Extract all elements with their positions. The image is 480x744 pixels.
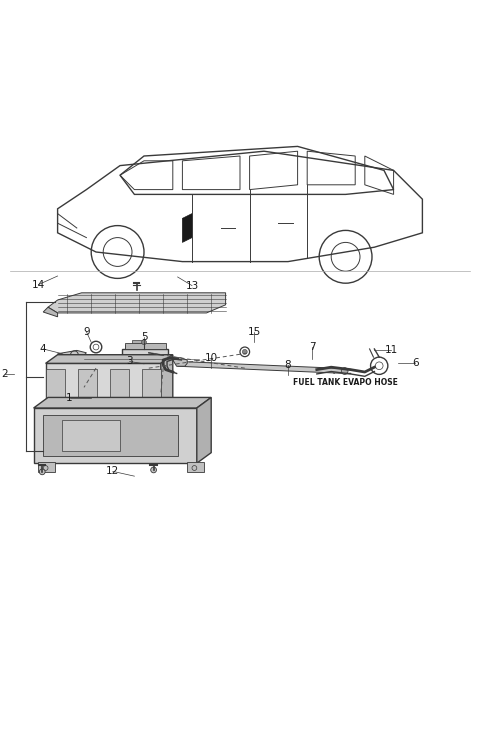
Bar xyxy=(125,344,149,362)
Bar xyxy=(46,369,65,403)
Text: 7: 7 xyxy=(309,341,315,352)
Bar xyxy=(62,420,120,451)
Text: 8: 8 xyxy=(285,360,291,370)
Bar xyxy=(34,408,197,464)
Text: 1: 1 xyxy=(66,394,73,403)
Text: 5: 5 xyxy=(141,332,147,342)
Bar xyxy=(109,369,129,403)
Polygon shape xyxy=(43,307,58,317)
Bar xyxy=(142,369,161,403)
Bar xyxy=(43,415,178,456)
Polygon shape xyxy=(34,397,211,408)
Polygon shape xyxy=(197,397,211,464)
Text: 3: 3 xyxy=(126,356,133,367)
Polygon shape xyxy=(173,358,187,366)
Polygon shape xyxy=(182,214,192,243)
Text: 15: 15 xyxy=(248,327,261,337)
Polygon shape xyxy=(178,362,347,373)
Text: 6: 6 xyxy=(412,359,419,368)
Bar xyxy=(187,462,204,472)
Circle shape xyxy=(142,340,146,344)
Bar xyxy=(125,343,166,349)
Text: 10: 10 xyxy=(204,353,218,362)
Bar xyxy=(122,349,168,368)
Text: 9: 9 xyxy=(83,327,90,337)
Bar xyxy=(38,462,55,472)
Polygon shape xyxy=(58,350,86,360)
Circle shape xyxy=(151,467,156,472)
Text: 4: 4 xyxy=(40,344,47,354)
Bar xyxy=(78,369,97,403)
Circle shape xyxy=(39,469,45,475)
Polygon shape xyxy=(161,355,173,406)
Text: 12: 12 xyxy=(106,466,120,476)
Text: 11: 11 xyxy=(384,345,398,356)
Text: 13: 13 xyxy=(185,280,199,291)
Circle shape xyxy=(341,368,348,374)
Bar xyxy=(46,363,161,406)
Text: FUEL TANK EVAPO HOSE: FUEL TANK EVAPO HOSE xyxy=(293,373,398,387)
Bar xyxy=(132,340,142,344)
Polygon shape xyxy=(48,293,226,313)
Circle shape xyxy=(242,350,247,354)
Polygon shape xyxy=(46,355,173,363)
Text: 14: 14 xyxy=(32,280,45,289)
Text: 2: 2 xyxy=(1,370,8,379)
